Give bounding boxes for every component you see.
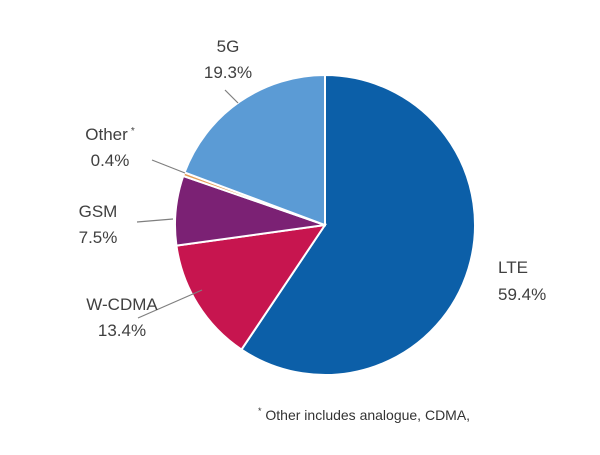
pie-slice-lte xyxy=(240,73,476,376)
pie-slice-5g xyxy=(183,73,326,227)
footnote: * Other includes analogue, CDMA, xyxy=(258,406,470,423)
slice-label: W-CDMA xyxy=(86,295,158,314)
slice-value-label: 59.4% xyxy=(498,285,546,304)
slice-label: GSM xyxy=(79,202,118,221)
slice-value-label: 7.5% xyxy=(79,228,118,247)
slice-value-label: 19.3% xyxy=(204,63,252,82)
slice-value-label: 0.4% xyxy=(91,151,130,170)
slice-value-label: 13.4% xyxy=(98,321,146,340)
leader-line xyxy=(224,89,239,104)
leader-line xyxy=(151,159,186,174)
leader-line xyxy=(137,289,203,319)
slice-label: 5G xyxy=(217,37,240,56)
slice-label: LTE xyxy=(498,258,528,277)
slice-label: Other * xyxy=(85,125,135,144)
pie-slice-w-cdma xyxy=(175,223,328,351)
leader-line xyxy=(136,218,174,223)
